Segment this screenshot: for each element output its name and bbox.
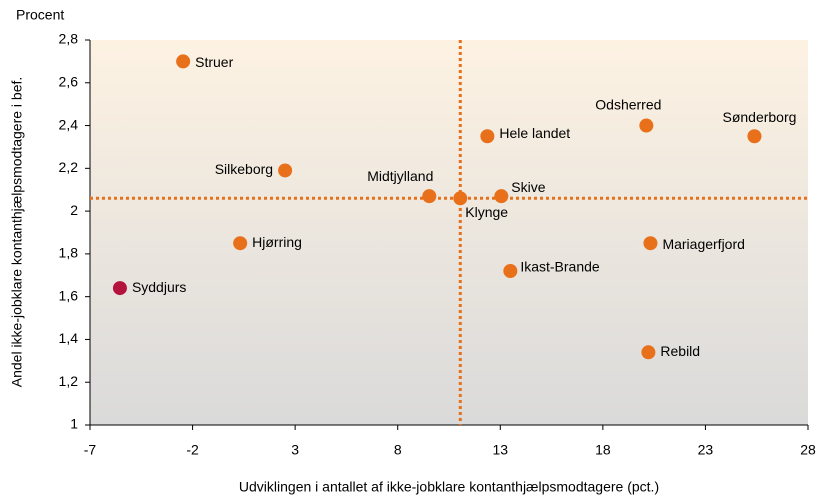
y-tick-label: 2,2: [59, 159, 79, 175]
y-tick-label: 2,6: [59, 73, 79, 89]
y-tick-label: 1: [70, 416, 78, 432]
y-tick-label: 1,2: [59, 373, 79, 389]
plot-area: [90, 40, 808, 425]
y-tick-label: 1,6: [59, 287, 79, 303]
x-tick-label: 3: [291, 442, 299, 458]
y-axis-title: Andel ikke-jobklare kontanthjælpsmodtage…: [9, 77, 25, 388]
point-label: Skive: [511, 179, 545, 195]
point: [494, 189, 509, 204]
x-tick-label: 13: [492, 442, 508, 458]
x-tick-label: -2: [186, 442, 199, 458]
x-tick-label: 28: [800, 442, 816, 458]
point: [278, 163, 293, 178]
point: [176, 54, 191, 69]
point: [747, 129, 762, 144]
point: [453, 191, 468, 206]
y-tick-label: 2: [70, 202, 78, 218]
point-label: Midtjylland: [367, 168, 433, 184]
y-tick-label: 1,8: [59, 245, 79, 261]
point: [480, 129, 495, 144]
x-tick-label: 8: [394, 442, 402, 458]
point-label: Mariagerfjord: [662, 236, 744, 252]
point: [503, 264, 518, 278]
point: [641, 345, 656, 360]
point-label: Hele landet: [499, 125, 570, 141]
point-label: Sønderborg: [722, 109, 796, 125]
point: [639, 118, 654, 133]
point: [233, 236, 248, 251]
x-axis-title: Udviklingen i antallet af ikke-jobklare …: [239, 479, 659, 495]
y-tick-label: 2,4: [59, 116, 79, 132]
y-tick-label: 1,4: [59, 330, 79, 346]
x-tick-label: 23: [698, 442, 714, 458]
point-label: Silkeborg: [215, 161, 273, 177]
point-label: Syddjurs: [132, 279, 186, 295]
point-label: Klynge: [465, 204, 508, 220]
point-label: Struer: [195, 54, 233, 70]
point-label: Odsherred: [595, 96, 661, 112]
point: [422, 189, 437, 204]
x-tick-label: 18: [595, 442, 611, 458]
y-unit-label: Procent: [16, 7, 64, 23]
y-tick-label: 2,8: [59, 31, 79, 47]
point-label: Ikast-Brande: [520, 259, 600, 275]
point: [643, 236, 658, 251]
x-tick-label: -7: [84, 442, 97, 458]
point-label: Rebild: [660, 343, 700, 359]
point-label: Hjørring: [252, 234, 302, 250]
point: [112, 281, 127, 296]
